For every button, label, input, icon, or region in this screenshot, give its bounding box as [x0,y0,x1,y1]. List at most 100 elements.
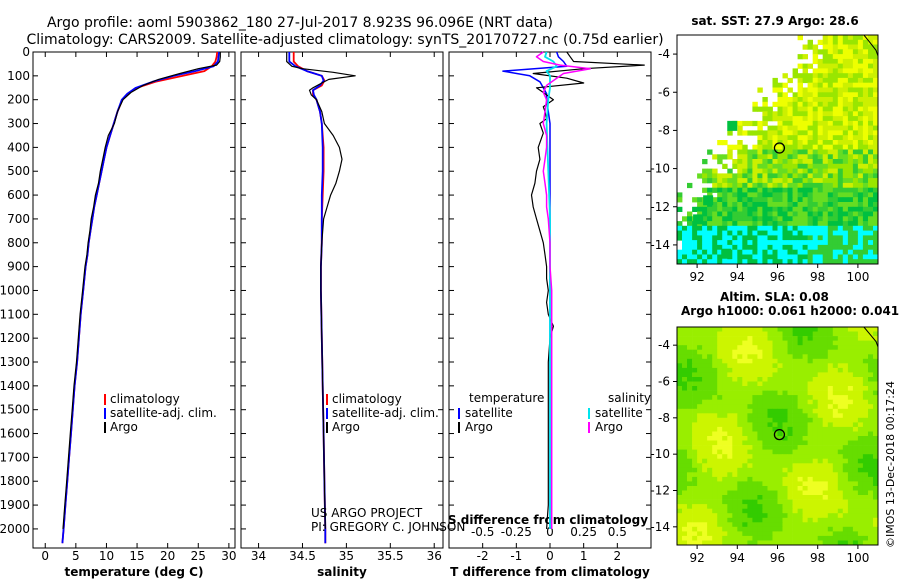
salinity-xlabel: salinity [317,565,367,579]
sst-map-cell [802,120,808,127]
sla-map-cell [682,467,688,473]
sst-map-cell [837,202,844,208]
depth-tick-label: 1600 [0,427,30,441]
sst-map-cell [842,54,849,60]
sla-map-cell [868,535,874,541]
sla-map-cell [837,472,844,478]
sst-map-cell [797,125,803,131]
sla-map-cell [737,426,743,432]
sla-map-cell [797,513,803,519]
sla-map-cell [857,513,864,519]
sla-map-cell [687,490,693,496]
sst-map-cell [777,244,783,251]
sla-map-cell [677,449,683,455]
sst-map-cell [868,125,874,131]
sla-map-cell [862,499,869,505]
sla-map-cell [762,535,768,541]
sla-map-cell [682,463,688,469]
sla-map-cell [697,531,703,537]
sla-map-cell [852,467,859,473]
sla-map-cell [762,377,768,382]
sla-map-cell [747,540,753,545]
sla-map-cell [742,463,748,469]
sla-map-cell [697,367,703,373]
sla-map-cell [782,390,788,396]
sla-map-cell [752,349,758,355]
sst-map-cell [842,235,849,241]
sla-map-cell [807,526,813,532]
sst-map-cell [717,259,723,264]
sst-map-ytick-label: -6 [658,85,670,99]
sst-map-cell [827,63,834,69]
sst-map-cell [747,244,753,251]
sla-map-cell [802,390,808,396]
temperature-series-line [62,52,221,529]
temperature-xtick-label: 20 [160,549,175,563]
sst-map-cell [847,49,854,55]
sst-map-cell [817,221,824,227]
sla-map-cell [757,372,763,378]
sla-map-cell [687,349,693,355]
sst-map-cell [822,221,829,227]
sla-map-cell [857,440,864,446]
sla-map-cell [692,449,698,455]
sla-map-cell [782,472,788,478]
sst-map-cell [747,168,753,174]
sst-map-cell [842,63,849,69]
depth-tick-label: 2000 [0,522,30,536]
sla-map-cell [692,345,698,351]
sst-map-cell [732,163,738,169]
sla-map-cell [868,408,874,414]
sst-map-cell [782,173,788,179]
sla-map-cell [747,531,753,537]
sla-map-cell [742,426,748,432]
sla-map-cell [837,495,844,500]
sla-map-cell [807,340,813,346]
sst-map-cell [852,44,859,50]
sst-map-cell [702,159,708,165]
sla-map-cell [677,417,683,423]
sla-map-cell [762,336,768,341]
sla-map-cell [817,481,824,487]
sst-map-cell [842,173,849,179]
sla-map-cell [842,526,849,532]
sla-map-cell [777,390,783,396]
sla-map-cell [707,327,713,332]
sla-map-cell [737,440,743,446]
sst-map-cell [737,244,743,251]
sla-map-cell [732,413,738,419]
sst-map-cell [752,235,758,241]
sla-map-cell [862,354,869,360]
sst-map-cell [817,259,824,264]
sla-map-cell [697,445,703,450]
sst-map-cell [832,130,839,136]
sst-map-cell [717,159,723,165]
sla-map-cell [852,349,859,355]
sst-map-cell [727,202,733,208]
sla-map-cell [822,531,829,537]
sla-map-cell [732,535,738,541]
sst-map-cell [757,159,763,165]
sst-map-cell [812,49,819,55]
sla-map-cell [727,426,733,432]
sst-map-cell [717,230,723,236]
sla-map-cell [687,408,693,414]
sst-map-cell [712,206,718,212]
sla-map-cell [852,486,859,491]
sla-map-cell [742,422,748,428]
sla-map-cell [782,531,788,537]
sla-map-cell [827,499,834,505]
sla-map-cell [752,336,758,341]
sla-map-cell [827,449,834,455]
sla-map-cell [737,354,743,360]
sla-map-cell [687,381,693,387]
sst-map-cell [707,173,713,179]
sla-map-cell [777,404,783,410]
sst-map-cell [868,249,874,255]
sla-map-cell [787,399,793,405]
sla-map-cell [772,367,778,373]
sla-map-cell [873,531,878,537]
sla-map-cell [682,367,688,373]
sla-map-cell [868,481,874,487]
sla-map-cell [817,449,824,455]
